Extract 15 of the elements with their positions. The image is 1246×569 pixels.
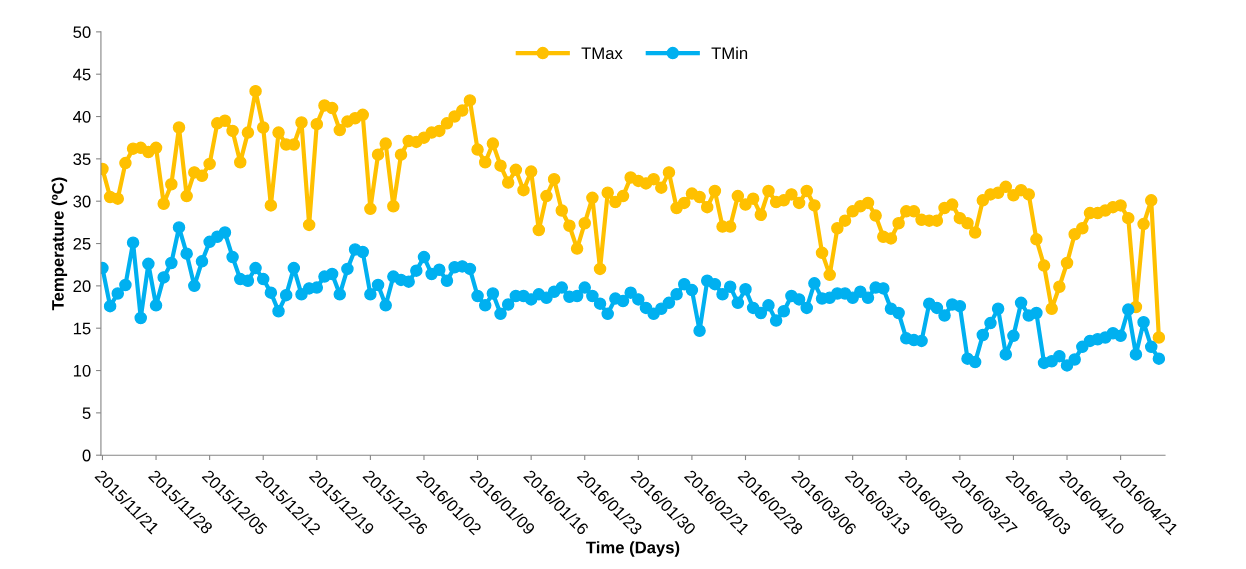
y-tick-label: 40 (73, 110, 91, 123)
y-tick-label: 10 (73, 364, 91, 377)
y-tick-label: 30 (73, 195, 91, 208)
y-axis-title: Temperature (ºC) (51, 177, 68, 311)
y-tick-label: 35 (73, 153, 91, 166)
y-tick-label: 5 (82, 407, 91, 420)
y-tick-label: 0 (82, 449, 91, 462)
y-tick-label: 25 (73, 237, 91, 250)
y-tick-label: 15 (73, 322, 91, 335)
legend-label: TMin (711, 46, 748, 59)
legend-label: TMax (581, 47, 623, 60)
y-tick-label: 45 (73, 68, 91, 81)
y-tick-label: 50 (73, 26, 91, 39)
x-axis-title: Time (Days) (586, 541, 680, 557)
y-tick-label: 20 (73, 280, 91, 293)
